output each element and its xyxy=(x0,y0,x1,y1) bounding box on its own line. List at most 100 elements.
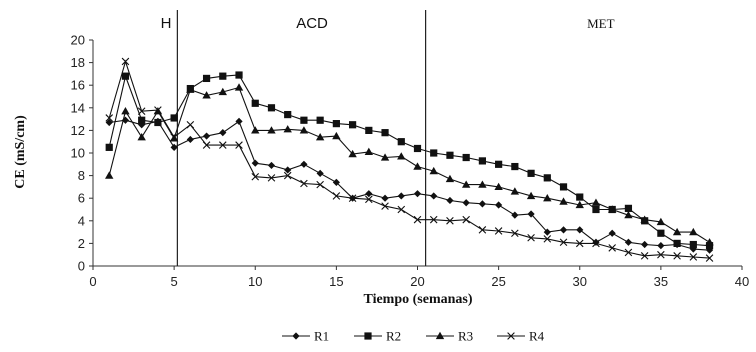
data-point-r4 xyxy=(348,194,357,202)
data-point-r3 xyxy=(608,205,617,213)
data-point-r1 xyxy=(267,161,276,170)
data-point-r4 xyxy=(640,252,649,260)
y-tick-label: 16 xyxy=(71,78,85,93)
data-point-r3 xyxy=(348,149,357,158)
legend-item-r3: R3 xyxy=(426,329,473,344)
series-line-r4 xyxy=(108,59,710,259)
data-point-r1 xyxy=(543,228,551,236)
data-point-r1 xyxy=(170,143,178,151)
data-point-r2 xyxy=(576,193,584,201)
data-point-r2 xyxy=(170,114,178,122)
data-point-r1 xyxy=(397,192,405,200)
x-tick-label: 15 xyxy=(329,274,343,289)
data-point-r1 xyxy=(381,194,389,202)
data-point-r4 xyxy=(446,217,454,225)
data-point-r1 xyxy=(511,211,519,219)
data-point-r2 xyxy=(284,110,292,119)
data-point-r1 xyxy=(332,178,340,186)
data-point-r4 xyxy=(592,239,600,248)
phase-label-acd: ACD xyxy=(296,15,328,32)
legend: R1 R2 R3 R4 xyxy=(282,329,545,344)
data-point-r1 xyxy=(186,135,194,144)
data-point-r1 xyxy=(446,196,454,205)
legend-label: R3 xyxy=(458,329,473,344)
data-point-r4 xyxy=(251,172,260,181)
x-tick-label: 25 xyxy=(491,274,505,289)
data-point-r1 xyxy=(365,190,373,198)
y-tick-label: 12 xyxy=(71,123,85,138)
data-point-r4 xyxy=(235,141,243,149)
x-tick-label: 5 xyxy=(171,274,178,289)
data-point-r1 xyxy=(608,229,616,237)
data-point-r1 xyxy=(592,238,600,246)
data-point-r2 xyxy=(365,126,373,134)
data-point-r3 xyxy=(543,194,552,202)
x-axis-title: Tiempo (semanas) xyxy=(363,292,472,307)
data-point-r4 xyxy=(462,215,470,224)
data-point-r3 xyxy=(461,180,471,188)
data-point-r3 xyxy=(267,126,276,134)
phase-lines xyxy=(176,10,427,266)
data-point-r2 xyxy=(430,149,438,157)
data-point-r2 xyxy=(462,153,470,162)
data-point-r4 xyxy=(397,205,406,214)
data-point-r3 xyxy=(672,227,682,236)
data-point-r4 xyxy=(705,254,714,262)
data-point-r3 xyxy=(234,83,244,91)
data-point-r1 xyxy=(657,242,665,250)
data-point-r2 xyxy=(121,72,130,80)
data-point-r3 xyxy=(251,126,260,134)
data-point-r2 xyxy=(251,99,259,107)
y-tick-label: 0 xyxy=(78,259,85,274)
data-point-r1 xyxy=(300,160,308,168)
data-point-r2 xyxy=(592,205,600,214)
data-point-r2 xyxy=(527,169,535,177)
data-point-r2 xyxy=(300,116,308,124)
data-point-r4 xyxy=(608,244,616,252)
data-point-r1 xyxy=(235,117,243,125)
data-point-r4 xyxy=(267,174,276,182)
data-point-r3 xyxy=(137,132,146,141)
data-point-r3 xyxy=(380,153,390,161)
y-tick-label: 10 xyxy=(71,146,85,161)
data-point-r2 xyxy=(657,229,665,237)
data-point-r1 xyxy=(527,210,535,218)
data-point-r4 xyxy=(689,253,698,261)
data-point-r4 xyxy=(478,226,487,234)
data-point-r3 xyxy=(640,215,649,223)
data-point-r4 xyxy=(316,180,324,189)
data-point-r2 xyxy=(138,116,146,124)
data-point-r1 xyxy=(413,190,422,198)
data-point-r1 xyxy=(284,166,292,174)
data-point-r2 xyxy=(543,174,551,182)
y-axis-title: CE (mS/cm) xyxy=(13,115,28,189)
data-point-r3 xyxy=(364,147,374,156)
data-point-r4 xyxy=(170,133,178,141)
data-point-r2 xyxy=(202,74,211,83)
y-tick-label: 14 xyxy=(71,100,85,115)
data-point-r1 xyxy=(251,159,259,167)
legend-marker xyxy=(364,332,372,340)
data-point-r3 xyxy=(218,87,227,96)
data-point-r2 xyxy=(689,240,697,249)
data-point-r4 xyxy=(624,248,633,257)
data-point-r3 xyxy=(202,91,211,99)
data-point-r3 xyxy=(624,210,633,219)
data-point-r3 xyxy=(315,132,325,141)
data-point-r3 xyxy=(105,171,114,179)
data-point-r4 xyxy=(511,229,519,238)
legend-label: R1 xyxy=(314,329,329,344)
data-point-r2 xyxy=(413,144,422,153)
data-point-r4 xyxy=(300,179,308,188)
data-point-r2 xyxy=(511,162,519,171)
data-point-r1 xyxy=(462,199,470,207)
data-point-r2 xyxy=(316,116,324,124)
data-point-r2 xyxy=(235,71,243,79)
legend-item-r2: R2 xyxy=(354,329,401,344)
axes xyxy=(89,39,743,270)
data-point-r4 xyxy=(332,192,341,200)
data-point-r1 xyxy=(105,118,113,127)
y-tick-label: 4 xyxy=(78,213,85,228)
legend-label: R2 xyxy=(386,329,401,344)
